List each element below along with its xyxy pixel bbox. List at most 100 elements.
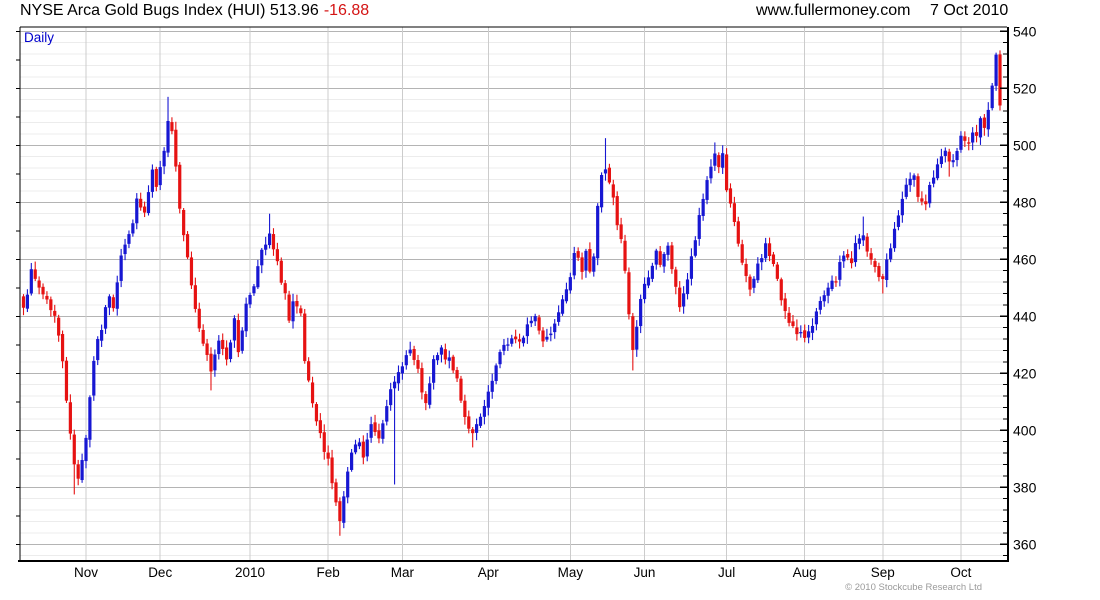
candle (76, 459, 80, 486)
candle (357, 438, 362, 450)
candle (951, 154, 955, 168)
candle (127, 230, 131, 249)
candle (174, 121, 178, 172)
candle (510, 334, 514, 347)
candle (37, 276, 41, 295)
x-axis-label: Nov (74, 565, 98, 580)
candle (435, 352, 440, 365)
x-axis-label: May (558, 565, 584, 580)
y-axis-label: 380 (1013, 479, 1037, 495)
candle (256, 259, 260, 289)
candle (959, 131, 963, 153)
candle (498, 349, 502, 369)
candle (705, 176, 709, 205)
candle (752, 276, 756, 294)
candle (580, 252, 584, 280)
candle (807, 324, 811, 344)
candle (529, 316, 533, 327)
x-axis-labels: Nov Dec 2010 Feb Mar Apr May Jun Jul Aug Sep Oct (74, 565, 972, 580)
y-axis-labels: 360 380 400 420 440 460 480 500 520 540 (1013, 23, 1037, 552)
candle (682, 286, 686, 314)
candle (365, 432, 369, 462)
candle (756, 257, 760, 283)
x-axis-label: Dec (148, 565, 172, 580)
candle (639, 294, 643, 334)
candle (791, 315, 795, 329)
candle (904, 178, 908, 200)
candle (494, 363, 498, 385)
candle (283, 280, 287, 300)
candle (525, 317, 529, 344)
candle (834, 276, 838, 287)
candle (111, 294, 115, 312)
candle (166, 96, 170, 158)
candle (877, 262, 881, 282)
y-axis-label: 520 (1013, 80, 1037, 96)
y-axis-label: 400 (1013, 422, 1037, 438)
x-axis-label: Oct (950, 565, 971, 580)
x-axis-label: Mar (391, 565, 415, 580)
candle (912, 173, 916, 187)
candle (908, 172, 912, 192)
page-title: NYSE Arca Gold Bugs Index (HUI) 513.96 -1… (20, 2, 369, 20)
candle (240, 327, 244, 354)
candle (666, 242, 670, 261)
candle (572, 246, 576, 280)
candle (64, 356, 69, 403)
candle (568, 272, 572, 294)
price-change: -16.88 (323, 2, 370, 19)
x-axis-label: Feb (317, 565, 340, 580)
candle (689, 248, 694, 286)
candle (810, 318, 815, 341)
candle (928, 181, 932, 208)
candle (709, 159, 713, 184)
candle (478, 413, 483, 429)
candle (373, 414, 377, 436)
candle (603, 138, 608, 181)
candle (799, 325, 803, 338)
candle (873, 258, 877, 273)
candle (299, 305, 303, 317)
candle (846, 249, 850, 261)
candle (72, 429, 76, 495)
candle (189, 251, 194, 290)
candle (408, 341, 412, 357)
candle (182, 207, 186, 242)
candle (80, 453, 84, 483)
candle (779, 277, 783, 306)
candle (947, 148, 951, 177)
candle (623, 234, 627, 274)
candle (416, 354, 420, 374)
candle (443, 343, 447, 365)
candle (260, 248, 264, 274)
candle (865, 233, 869, 257)
candle (295, 294, 299, 314)
candle (650, 262, 654, 283)
candle (717, 152, 721, 174)
candle (103, 305, 108, 334)
candle (967, 137, 971, 151)
candle (728, 183, 733, 208)
y-axis-label: 420 (1013, 365, 1037, 381)
candle (193, 277, 197, 313)
candle (455, 366, 459, 383)
x-axis-label: Apr (478, 565, 500, 580)
candle (377, 423, 381, 444)
candle (974, 124, 979, 143)
candle (197, 302, 201, 332)
candle (25, 289, 30, 313)
candle (697, 207, 701, 246)
candle (123, 238, 127, 261)
candle (760, 254, 764, 271)
candle (264, 236, 268, 256)
candle (744, 258, 748, 283)
candle (678, 281, 682, 312)
candle (146, 185, 151, 216)
candle (209, 347, 213, 391)
candle (338, 497, 342, 536)
candle (451, 354, 455, 374)
copyright-notice: © 2010 Stockcube Research Ltd (845, 582, 982, 593)
candle (170, 117, 174, 135)
website-link[interactable]: www.fullermoney.com (756, 2, 911, 19)
candle (916, 173, 920, 202)
